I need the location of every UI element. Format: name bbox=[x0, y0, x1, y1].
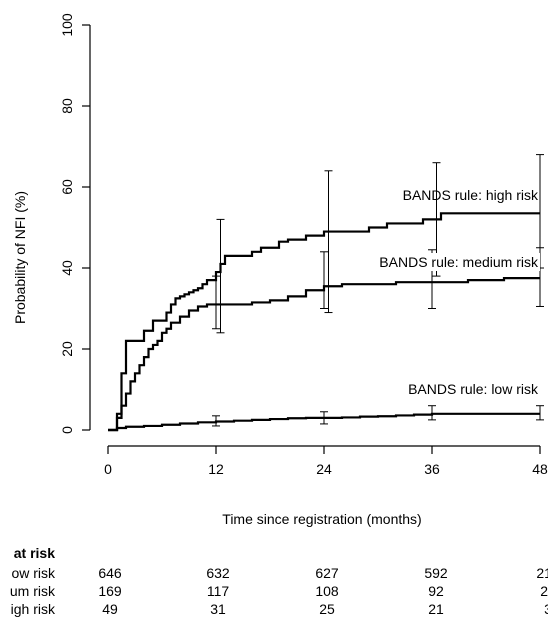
y-axis-ticks: 0 20 40 60 80 100 bbox=[59, 13, 90, 434]
x-tick-label: 48 bbox=[532, 461, 548, 477]
error-bar bbox=[212, 275, 220, 330]
x-tick-label: 0 bbox=[104, 461, 112, 477]
error-bar bbox=[320, 251, 328, 309]
x-axis-ticks: 0 12 24 36 48 bbox=[104, 446, 548, 477]
series-annotation-label: BANDS rule: medium risk bbox=[379, 254, 539, 270]
risk-table-cell: 31 bbox=[210, 601, 226, 617]
risk-row-label: um risk bbox=[10, 583, 56, 599]
risk-table-cell: 627 bbox=[315, 565, 339, 581]
risk-table-cell: 92 bbox=[428, 583, 444, 599]
series-line-low-risk bbox=[108, 412, 540, 432]
number-at-risk-table: at risk ow risk 646 632 627 592 219 um risk 169… bbox=[10, 545, 548, 617]
x-axis-title: Time since registration (months) bbox=[222, 511, 421, 527]
error-bar bbox=[216, 218, 225, 334]
y-tick-label: 40 bbox=[59, 260, 75, 276]
x-tick-label: 24 bbox=[316, 461, 332, 477]
x-tick-label: 36 bbox=[424, 461, 440, 477]
series-annotation-label: BANDS rule: high risk bbox=[403, 187, 539, 203]
y-tick-label: 60 bbox=[59, 179, 75, 195]
risk-table-cell: 3 bbox=[544, 601, 548, 617]
error-bar bbox=[212, 415, 220, 427]
series-line-high-risk bbox=[108, 212, 540, 432]
risk-table-cell: 646 bbox=[98, 565, 122, 581]
error-bar bbox=[428, 405, 436, 421]
risk-table-cell: 49 bbox=[102, 601, 118, 617]
y-tick-label: 0 bbox=[59, 426, 75, 434]
error-bar bbox=[320, 411, 328, 425]
risk-row-label: ow risk bbox=[11, 565, 56, 581]
x-tick-label: 12 bbox=[208, 461, 224, 477]
y-tick-label: 100 bbox=[59, 13, 75, 37]
annotation-background bbox=[330, 253, 540, 271]
risk-table-title: at risk bbox=[14, 545, 55, 561]
risk-table-cell: 169 bbox=[98, 583, 122, 599]
risk-table-cell: 21 bbox=[428, 601, 444, 617]
series-layer bbox=[108, 212, 540, 432]
series-annotation-label: BANDS rule: low risk bbox=[408, 381, 539, 397]
y-axis-title: Probability of NFI (%) bbox=[12, 191, 28, 324]
risk-table-cell: 29 bbox=[540, 583, 548, 599]
risk-table-cell: 219 bbox=[536, 565, 548, 581]
risk-table-cell: 592 bbox=[424, 565, 448, 581]
risk-table-cell: 117 bbox=[207, 583, 230, 599]
error-bar bbox=[324, 170, 333, 314]
risk-table-cell: 25 bbox=[319, 601, 335, 617]
series-line-medium-risk bbox=[108, 277, 540, 432]
risk-row-label: igh risk bbox=[11, 601, 56, 617]
y-tick-label: 20 bbox=[59, 341, 75, 357]
risk-table-cell: 108 bbox=[315, 583, 339, 599]
error-bar bbox=[536, 405, 544, 421]
series-annotations: BANDS rule: high risk BANDS rule: medium … bbox=[330, 187, 540, 397]
y-tick-label: 80 bbox=[59, 98, 75, 114]
risk-table-cell: 632 bbox=[206, 565, 230, 581]
